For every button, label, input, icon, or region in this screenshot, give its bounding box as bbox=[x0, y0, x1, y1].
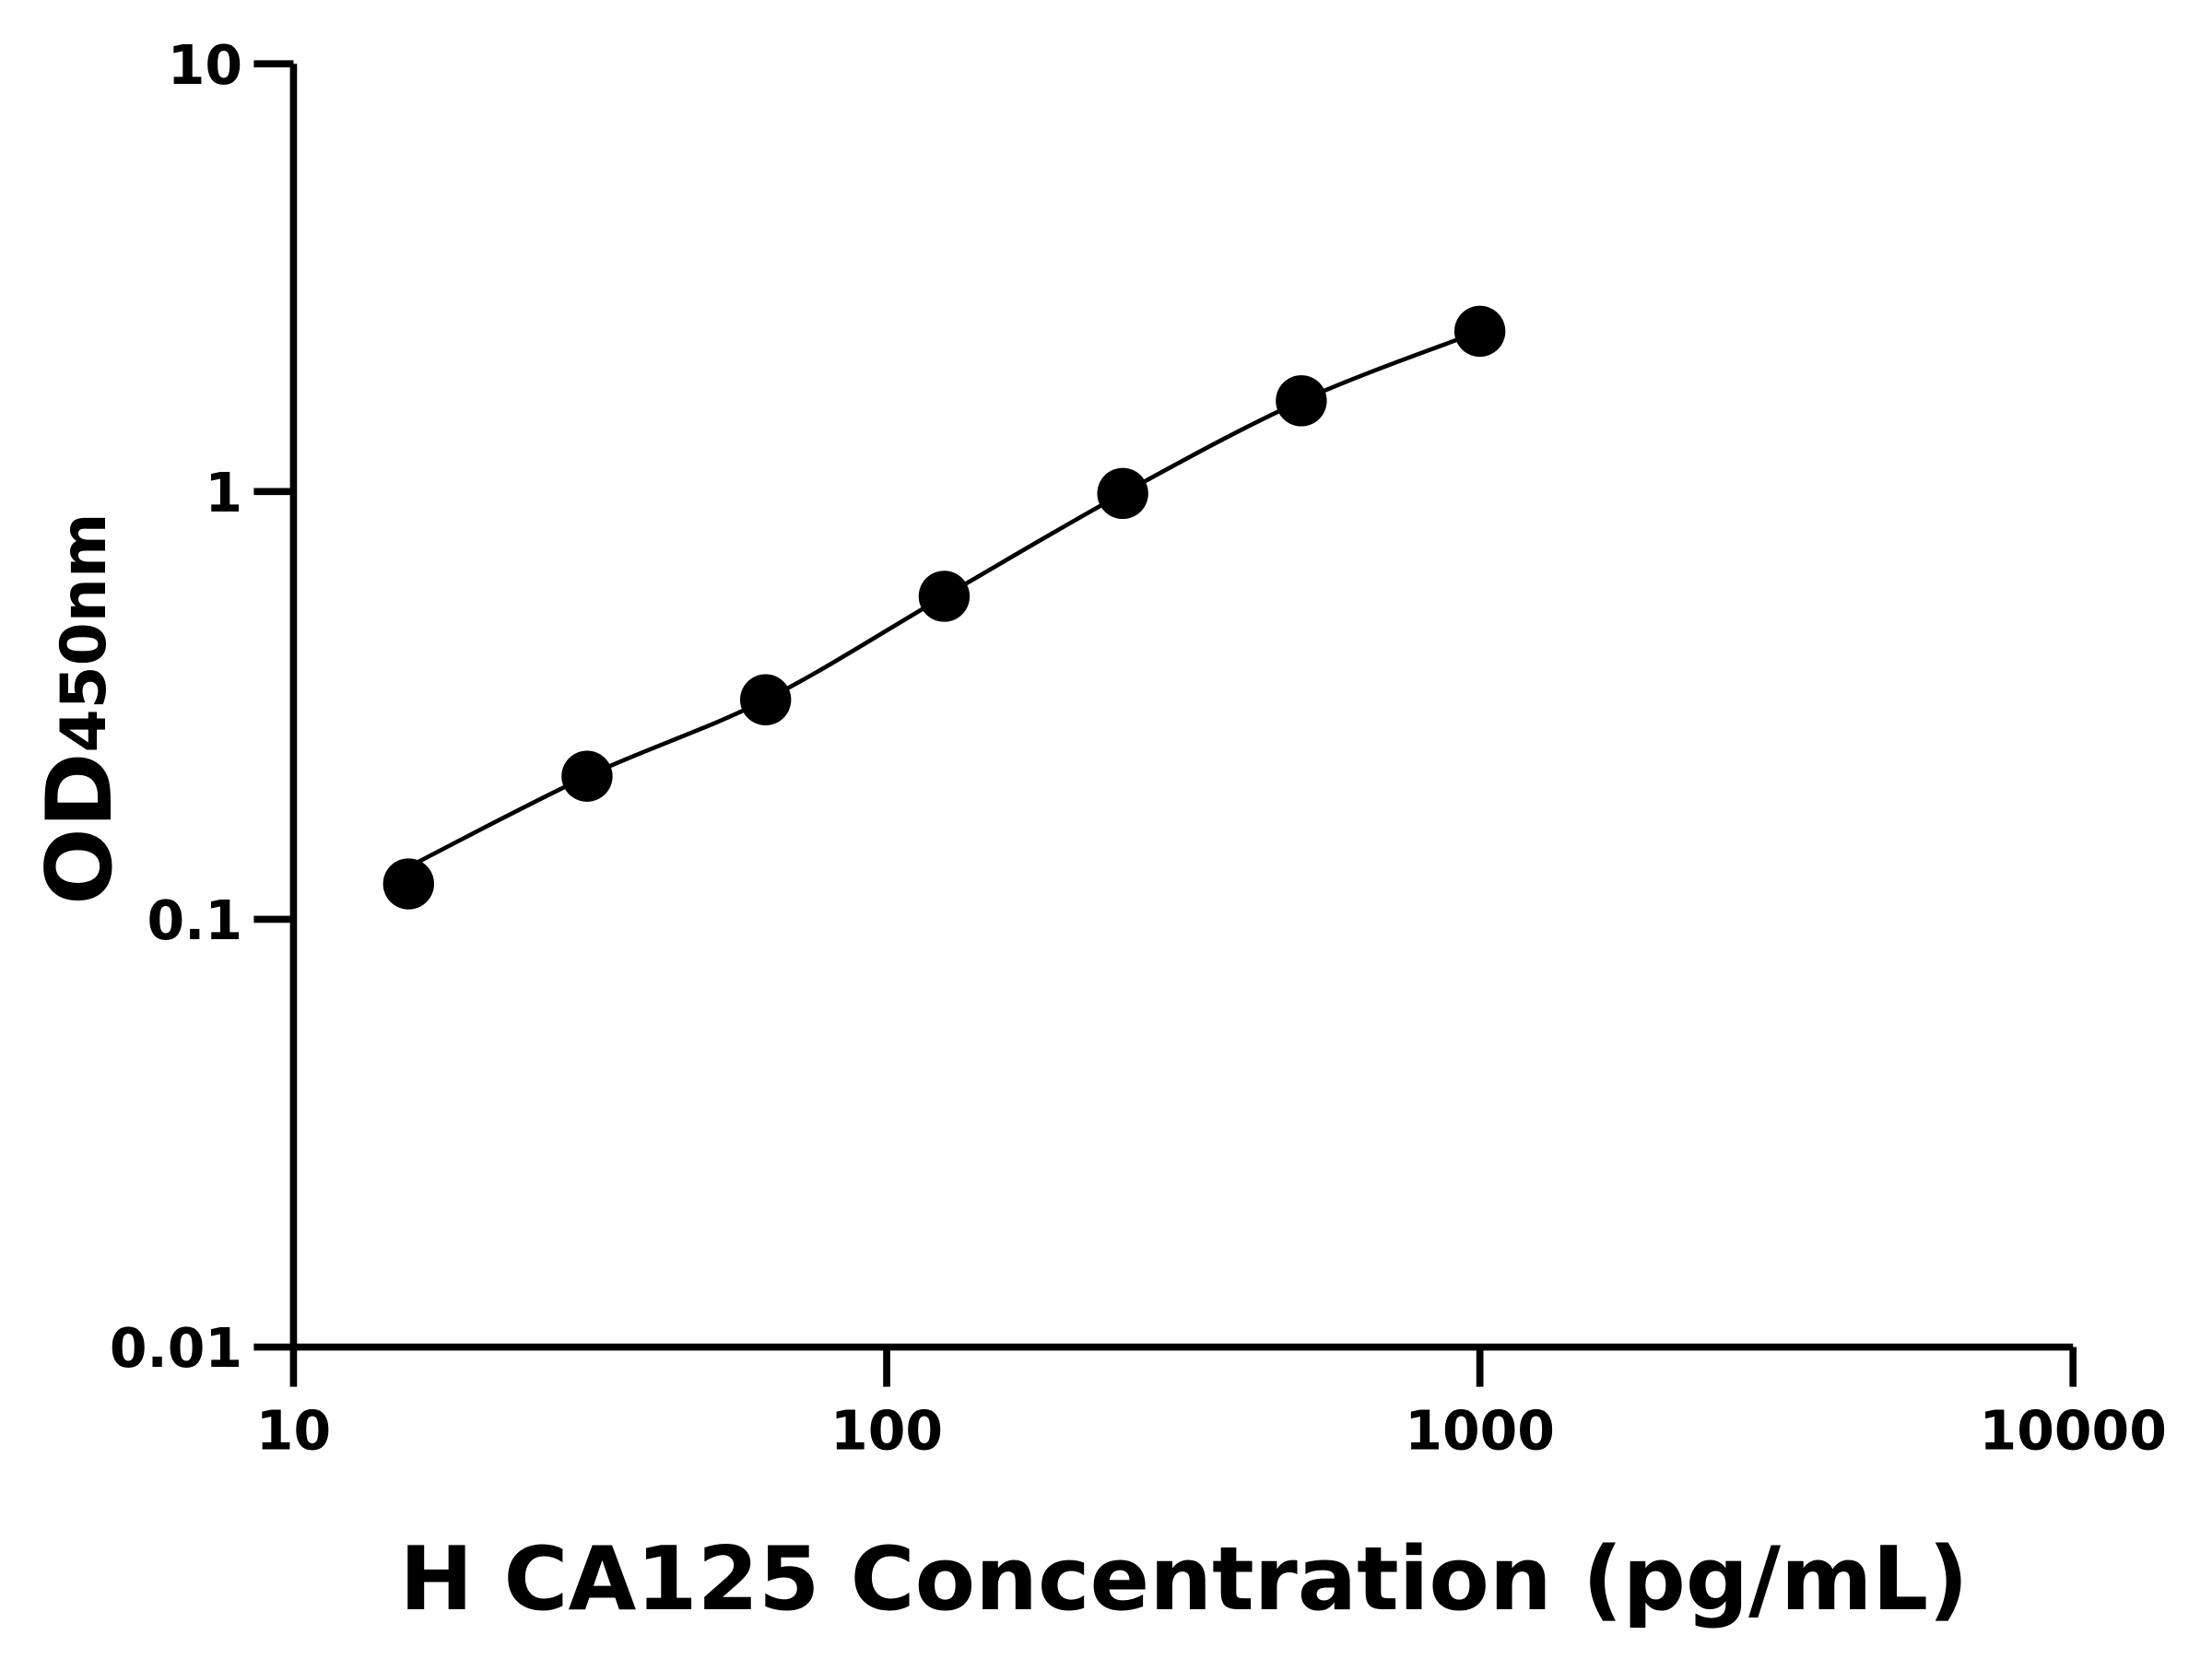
data-point bbox=[1097, 467, 1148, 520]
data-point bbox=[1453, 305, 1506, 358]
y-tick-label: 0.01 bbox=[110, 1317, 242, 1380]
data-point bbox=[918, 571, 971, 622]
y-tick-label: 0.1 bbox=[147, 889, 243, 952]
y-tick-label: 10 bbox=[168, 34, 242, 97]
data-point bbox=[382, 858, 434, 910]
axes: 10 100 1000 10000 0.01 0.1 1 10 bbox=[110, 34, 2167, 1463]
x-tick-label: 100 bbox=[830, 1399, 943, 1462]
data-point bbox=[739, 674, 792, 725]
data-point bbox=[561, 750, 613, 802]
y-axis-label-main: OD bbox=[28, 753, 133, 905]
x-axis-label: H CA125 Concentration (pg/mL) bbox=[399, 1528, 1968, 1630]
x-tick-label: 10000 bbox=[1980, 1399, 2167, 1462]
x-tick-label: 1000 bbox=[1405, 1399, 1555, 1462]
y-axis-label: OD450nm bbox=[28, 513, 133, 905]
y-tick-label: 1 bbox=[205, 462, 242, 524]
data-point bbox=[1276, 375, 1327, 427]
y-axis-label-sub: 450nm bbox=[47, 513, 120, 753]
x-tick-label: 10 bbox=[256, 1399, 331, 1462]
data-points bbox=[382, 305, 1506, 910]
